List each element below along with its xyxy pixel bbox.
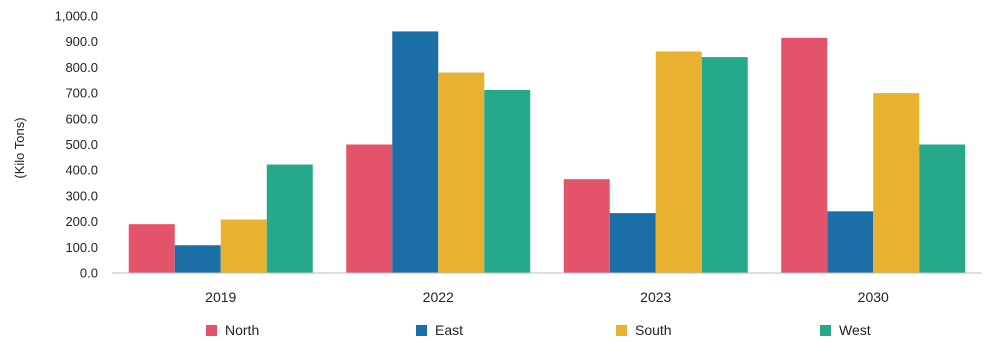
bar-south-2030 [873, 93, 920, 273]
bar-south-2022 [438, 72, 485, 273]
bar-east-2019 [174, 245, 221, 273]
y-tick-label: 200.0 [65, 214, 98, 229]
x-tick-label: 2019 [205, 289, 236, 305]
legend-swatch-north [206, 325, 217, 336]
y-tick-label: 1,000.0 [55, 9, 98, 24]
bar-east-2030 [827, 211, 874, 273]
legend-label-east: East [435, 322, 463, 338]
legend-label-west: West [839, 322, 871, 338]
legend-label-south: South [635, 322, 672, 338]
bar-west-2030 [919, 144, 966, 273]
bar-north-2019 [128, 224, 175, 273]
x-tick-label: 2030 [858, 289, 889, 305]
y-axis-ticks: 0.0 100.0 200.0 300.0 400.0 500.0 600.0 700.0 80… [55, 9, 98, 281]
bar-south-2019 [220, 219, 267, 273]
bar-north-2023 [563, 179, 610, 273]
x-tick-label: 2022 [423, 289, 454, 305]
legend: North East South West [206, 322, 871, 338]
y-tick-label: 0.0 [80, 266, 98, 281]
x-tick-label: 2023 [640, 289, 671, 305]
bar-east-2023 [609, 213, 656, 273]
y-tick-label: 700.0 [65, 86, 98, 101]
y-tick-label: 300.0 [65, 188, 98, 203]
bar-north-2030 [781, 37, 828, 273]
legend-label-north: North [225, 322, 259, 338]
y-tick-label: 100.0 [65, 240, 98, 255]
x-axis-ticks: 2019 2022 2023 2030 [205, 289, 889, 305]
bar-west-2019 [266, 164, 313, 273]
bar-south-2023 [655, 51, 702, 273]
bar-west-2022 [484, 90, 531, 274]
legend-swatch-west [820, 325, 831, 336]
legend-swatch-east [416, 325, 427, 336]
y-tick-label: 500.0 [65, 137, 98, 152]
bar-east-2022 [392, 31, 439, 274]
bars [128, 31, 966, 274]
y-tick-label: 400.0 [65, 163, 98, 178]
y-tick-label: 600.0 [65, 111, 98, 126]
bar-north-2022 [346, 144, 393, 273]
y-tick-label: 800.0 [65, 60, 98, 75]
y-tick-label: 900.0 [65, 34, 98, 49]
bar-west-2023 [701, 57, 748, 274]
legend-swatch-south [616, 325, 627, 336]
y-axis-label: (Kilo Tons) [12, 117, 27, 178]
